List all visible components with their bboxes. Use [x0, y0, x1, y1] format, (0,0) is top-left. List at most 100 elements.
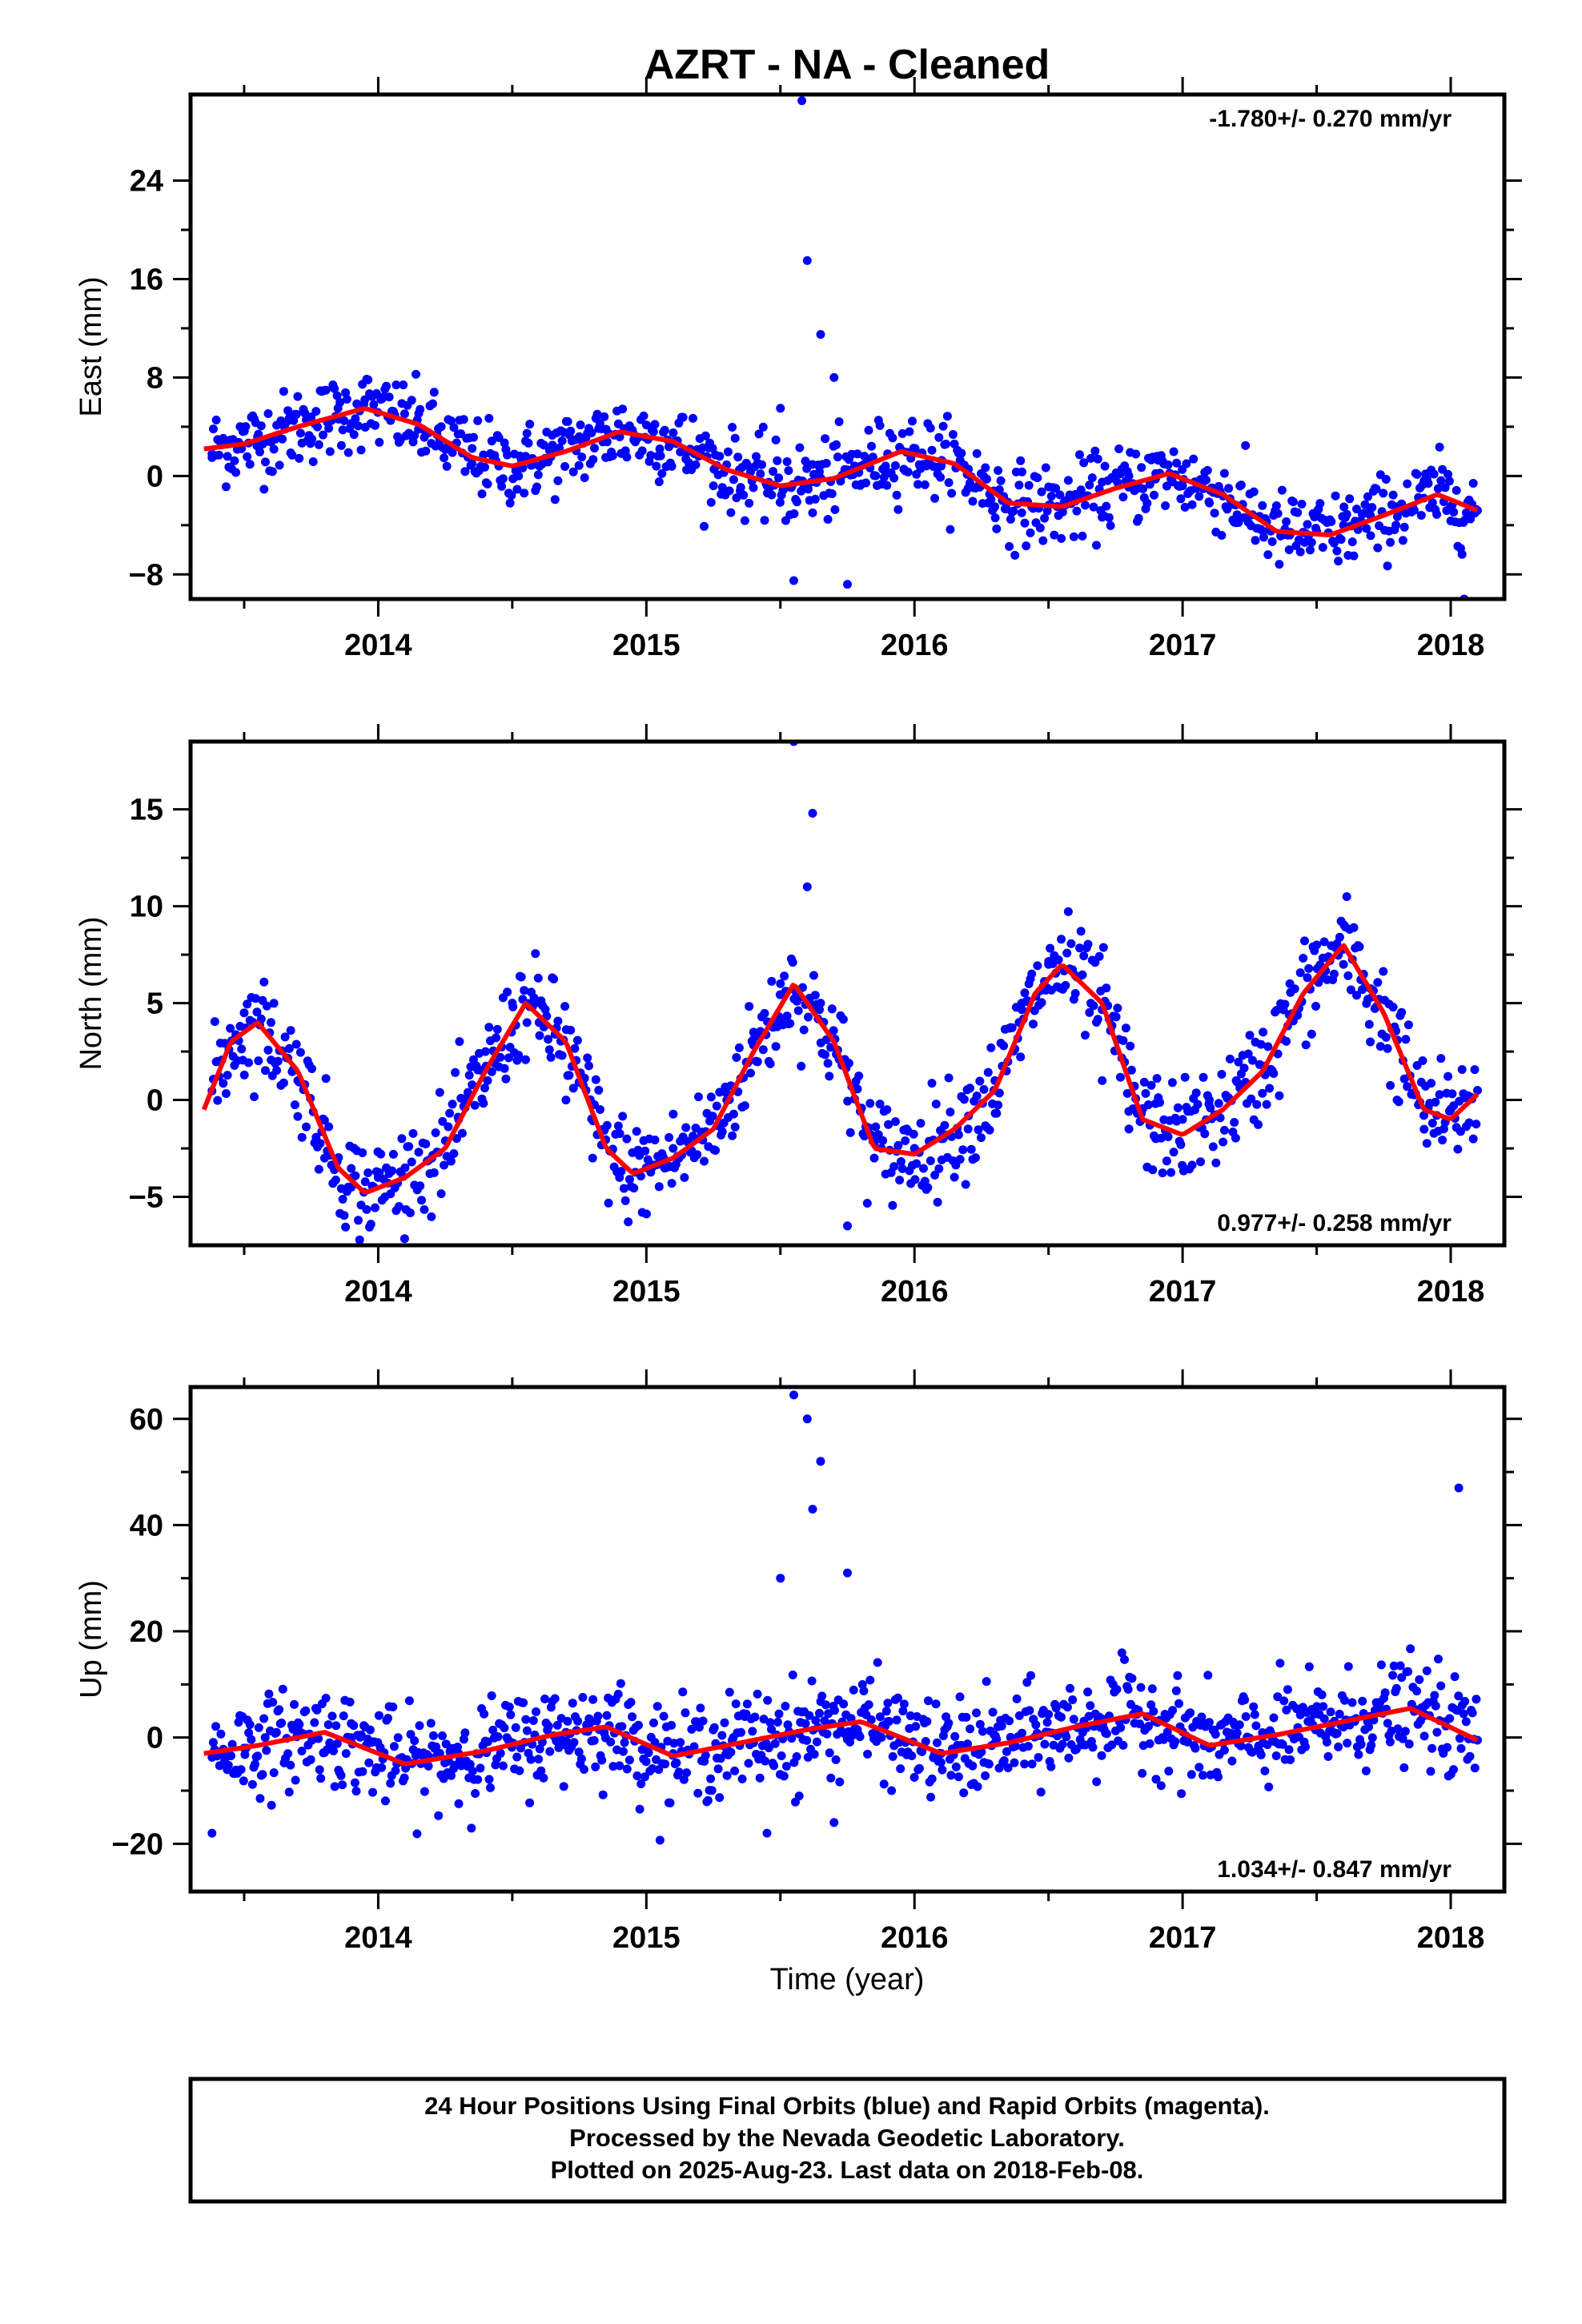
- data-point: [315, 1139, 325, 1148]
- data-point: [903, 467, 913, 476]
- data-point: [519, 1698, 528, 1707]
- data-point: [1312, 1702, 1322, 1711]
- data-point: [1033, 961, 1042, 971]
- data-point: [371, 420, 379, 430]
- data-point: [723, 447, 733, 456]
- data-point: [1173, 1103, 1182, 1112]
- data-point: [1439, 1124, 1448, 1134]
- data-point: [809, 1750, 819, 1759]
- data-point: [1219, 1137, 1228, 1147]
- data-point: [802, 1735, 812, 1745]
- data-point: [550, 495, 560, 505]
- data-point: [1148, 1165, 1158, 1175]
- data-point: [982, 1677, 991, 1687]
- data-point: [351, 1171, 360, 1180]
- data-point: [655, 444, 665, 453]
- data-point: [602, 1711, 612, 1720]
- data-point: [447, 1771, 456, 1780]
- data-point: [1379, 489, 1388, 498]
- data-point: [1178, 481, 1187, 491]
- data-point: [643, 1155, 652, 1164]
- data-point: [1311, 1002, 1320, 1011]
- data-point: [1265, 1084, 1275, 1093]
- data-point: [785, 1019, 795, 1028]
- data-point: [504, 1703, 514, 1711]
- data-point: [615, 1172, 624, 1182]
- data-point: [1312, 940, 1322, 950]
- data-point: [1081, 1031, 1090, 1040]
- data-point: [1195, 1763, 1204, 1772]
- data-point: [1054, 955, 1063, 964]
- data-point: [1164, 1767, 1174, 1776]
- data-point: [1364, 1019, 1374, 1029]
- data-point: [1259, 1738, 1268, 1747]
- data-point: [933, 1197, 942, 1207]
- data-point: [410, 431, 420, 440]
- data-point: [729, 475, 738, 485]
- data-point: [354, 1216, 363, 1225]
- data-point: [526, 1755, 536, 1764]
- data-point: [802, 1414, 812, 1424]
- data-point: [374, 1711, 383, 1720]
- data-point: [493, 1732, 503, 1742]
- data-point: [1317, 1690, 1327, 1699]
- data-point: [999, 1756, 1009, 1765]
- data-point: [1269, 1713, 1279, 1723]
- data-point: [657, 468, 667, 478]
- data-point: [620, 1738, 629, 1747]
- data-point: [648, 427, 658, 436]
- data-point: [286, 1026, 295, 1035]
- data-point: [1245, 1031, 1255, 1040]
- data-point: [992, 524, 1002, 533]
- data-point: [927, 445, 937, 455]
- data-point: [404, 1696, 414, 1706]
- data-point: [961, 1180, 970, 1189]
- data-point: [291, 409, 301, 419]
- data-point: [669, 428, 678, 437]
- data-point: [736, 486, 745, 496]
- data-point: [448, 448, 457, 457]
- data-point: [1240, 1695, 1250, 1705]
- data-point: [1146, 1080, 1156, 1090]
- data-point: [243, 452, 252, 461]
- data-point: [427, 1212, 436, 1221]
- data-point: [1180, 1072, 1190, 1082]
- data-point: [1121, 1023, 1130, 1033]
- data-point: [849, 1685, 858, 1695]
- data-point: [1122, 1088, 1132, 1098]
- data-point: [244, 1058, 253, 1068]
- data-point: [1020, 988, 1030, 998]
- data-point: [500, 1723, 509, 1733]
- data-point: [1234, 1057, 1243, 1067]
- data-point: [815, 1005, 824, 1015]
- data-point: [351, 414, 360, 424]
- data-point: [1403, 1082, 1412, 1092]
- data-point: [959, 1788, 969, 1798]
- data-point: [843, 1096, 853, 1106]
- data-point: [260, 1733, 270, 1743]
- data-point: [259, 485, 269, 494]
- data-point: [1249, 1702, 1259, 1711]
- data-point: [661, 1759, 670, 1769]
- data-point: [1279, 1696, 1289, 1706]
- data-point: [487, 436, 496, 446]
- data-point: [391, 1766, 400, 1775]
- data-point: [1066, 1683, 1074, 1693]
- data-point: [469, 432, 478, 442]
- data-point: [905, 427, 914, 436]
- data-point: [1182, 459, 1191, 468]
- data-point: [584, 1061, 593, 1071]
- data-point: [821, 1050, 830, 1059]
- data-point: [892, 490, 901, 500]
- data-point: [239, 1070, 249, 1080]
- data-point: [1044, 959, 1054, 969]
- data-point: [636, 1779, 646, 1788]
- data-point: [400, 409, 409, 419]
- data-point: [637, 446, 647, 456]
- data-point: [1205, 1096, 1215, 1105]
- data-point: [572, 1035, 582, 1045]
- data-point: [979, 1084, 989, 1094]
- data-point: [1319, 937, 1329, 947]
- data-point: [428, 399, 437, 408]
- data-point: [254, 1056, 263, 1066]
